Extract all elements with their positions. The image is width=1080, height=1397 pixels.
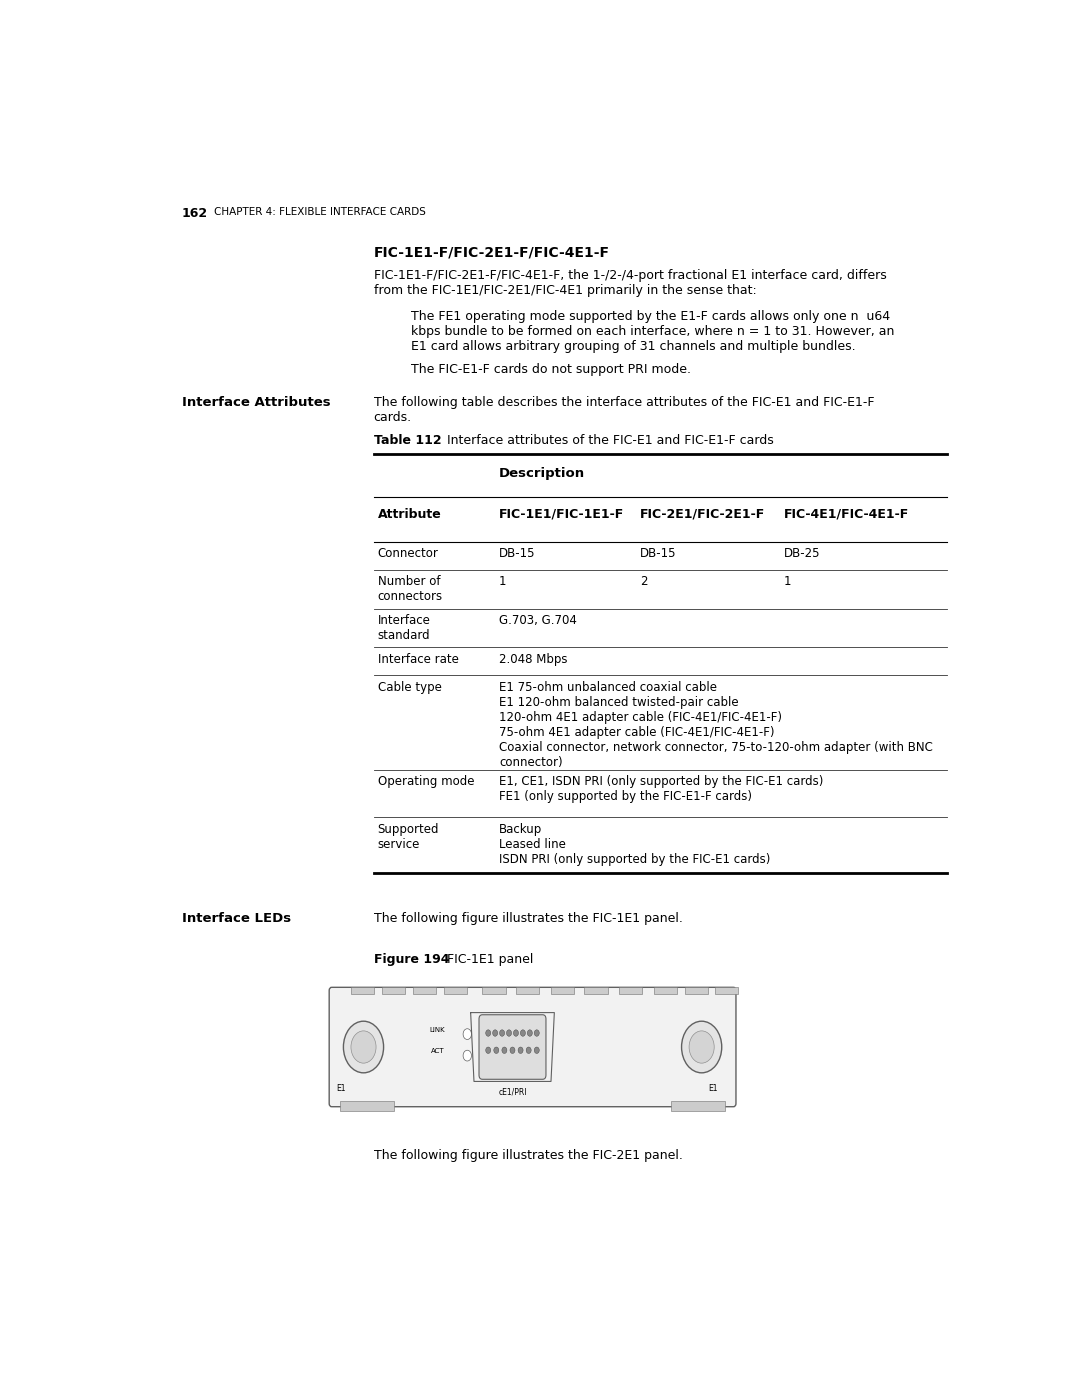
Circle shape (463, 1028, 472, 1039)
Text: kbps bundle to be formed on each interface, where n = 1 to 31. However, an: kbps bundle to be formed on each interfa… (411, 324, 894, 338)
Text: 1: 1 (784, 576, 792, 588)
Text: E1 card allows arbitrary grouping of 31 channels and multiple bundles.: E1 card allows arbitrary grouping of 31 … (411, 339, 855, 353)
Text: Interface LEDs: Interface LEDs (181, 912, 291, 925)
Text: 2.048 Mbps: 2.048 Mbps (499, 652, 568, 666)
Bar (444, 986, 468, 995)
Circle shape (351, 1031, 376, 1063)
Circle shape (689, 1031, 714, 1063)
Text: E1 75-ohm unbalanced coaxial cable
E1 120-ohm balanced twisted-pair cable
120-oh: E1 75-ohm unbalanced coaxial cable E1 12… (499, 680, 933, 768)
Text: CHAPTER 4: FLEXIBLE INTERFACE CARDS: CHAPTER 4: FLEXIBLE INTERFACE CARDS (214, 207, 426, 218)
Text: Number of
connectors: Number of connectors (378, 576, 443, 604)
Text: The following figure illustrates the FIC-2E1 panel.: The following figure illustrates the FIC… (374, 1148, 683, 1162)
Bar (671, 1101, 725, 1111)
Text: 1: 1 (499, 576, 507, 588)
Bar (483, 986, 505, 995)
Bar (351, 986, 375, 995)
Circle shape (521, 1030, 525, 1037)
Text: The following table describes the interface attributes of the FIC-E1 and FIC-E1-: The following table describes the interf… (374, 395, 874, 409)
Text: DB-15: DB-15 (639, 548, 676, 560)
Circle shape (486, 1030, 490, 1037)
Circle shape (502, 1046, 507, 1053)
Bar (340, 1101, 394, 1111)
Text: Interface rate: Interface rate (378, 652, 459, 666)
FancyBboxPatch shape (480, 1014, 546, 1080)
Text: FIC-1E1/FIC-1E1-F: FIC-1E1/FIC-1E1-F (499, 507, 624, 521)
Text: The following figure illustrates the FIC-1E1 panel.: The following figure illustrates the FIC… (374, 912, 683, 925)
Circle shape (518, 1046, 523, 1053)
Bar (516, 986, 539, 995)
Text: Interface
standard: Interface standard (378, 615, 431, 643)
Circle shape (500, 1030, 504, 1037)
Text: G.703, G.704: G.703, G.704 (499, 615, 577, 627)
Text: E1, CE1, ISDN PRI (only supported by the FIC-E1 cards)
FE1 (only supported by th: E1, CE1, ISDN PRI (only supported by the… (499, 775, 823, 803)
Text: Attribute: Attribute (378, 507, 442, 521)
Bar (551, 986, 575, 995)
Text: FIC-1E1-F/FIC-2E1-F/FIC-4E1-F, the 1-/2-/4-port fractional E1 interface card, di: FIC-1E1-F/FIC-2E1-F/FIC-4E1-F, the 1-/2-… (374, 268, 887, 282)
Circle shape (492, 1030, 498, 1037)
Text: FIC-1E1-F/FIC-2E1-F/FIC-4E1-F: FIC-1E1-F/FIC-2E1-F/FIC-4E1-F (374, 244, 609, 258)
Bar (715, 986, 739, 995)
Text: DB-25: DB-25 (784, 548, 820, 560)
Bar (653, 986, 677, 995)
Circle shape (486, 1046, 490, 1053)
FancyBboxPatch shape (329, 988, 735, 1106)
Circle shape (510, 1046, 515, 1053)
Text: Connector: Connector (378, 548, 438, 560)
Text: FIC-4E1/FIC-4E1-F: FIC-4E1/FIC-4E1-F (784, 507, 909, 521)
Text: cards.: cards. (374, 411, 411, 423)
Bar (382, 986, 405, 995)
Bar (413, 986, 436, 995)
Text: E1: E1 (708, 1084, 718, 1092)
Circle shape (463, 1051, 472, 1060)
Bar (619, 986, 643, 995)
Text: 162: 162 (181, 207, 208, 221)
Circle shape (535, 1030, 539, 1037)
Circle shape (681, 1021, 721, 1073)
Text: Figure 194: Figure 194 (374, 953, 449, 965)
Text: FIC-1E1 panel: FIC-1E1 panel (438, 953, 534, 965)
Circle shape (535, 1046, 539, 1053)
Text: cE1/PRI: cE1/PRI (498, 1088, 527, 1097)
Circle shape (526, 1046, 531, 1053)
Text: The FIC-E1-F cards do not support PRI mode.: The FIC-E1-F cards do not support PRI mo… (411, 363, 691, 376)
Text: LINK: LINK (429, 1027, 445, 1032)
Text: ACT: ACT (431, 1048, 445, 1055)
Text: Operating mode: Operating mode (378, 775, 474, 788)
Circle shape (513, 1030, 518, 1037)
Text: The FE1 operating mode supported by the E1-F cards allows only one n  u64: The FE1 operating mode supported by the … (411, 310, 890, 323)
Text: Description: Description (499, 467, 585, 479)
Text: from the FIC-1E1/FIC-2E1/FIC-4E1 primarily in the sense that:: from the FIC-1E1/FIC-2E1/FIC-4E1 primari… (374, 284, 756, 296)
Text: 2: 2 (639, 576, 647, 588)
Circle shape (343, 1021, 383, 1073)
Text: Cable type: Cable type (378, 680, 442, 694)
Text: Table 112: Table 112 (374, 434, 441, 447)
Circle shape (507, 1030, 512, 1037)
Circle shape (494, 1046, 499, 1053)
Bar (584, 986, 608, 995)
Text: Interface Attributes: Interface Attributes (181, 395, 330, 409)
Text: E1: E1 (336, 1084, 346, 1092)
Circle shape (527, 1030, 532, 1037)
Text: Interface attributes of the FIC-E1 and FIC-E1-F cards: Interface attributes of the FIC-E1 and F… (434, 434, 773, 447)
Bar (685, 986, 708, 995)
Text: FIC-2E1/FIC-2E1-F: FIC-2E1/FIC-2E1-F (639, 507, 765, 521)
Text: Backup
Leased line
ISDN PRI (only supported by the FIC-E1 cards): Backup Leased line ISDN PRI (only suppor… (499, 823, 770, 866)
Text: Supported
service: Supported service (378, 823, 440, 851)
Text: DB-15: DB-15 (499, 548, 536, 560)
